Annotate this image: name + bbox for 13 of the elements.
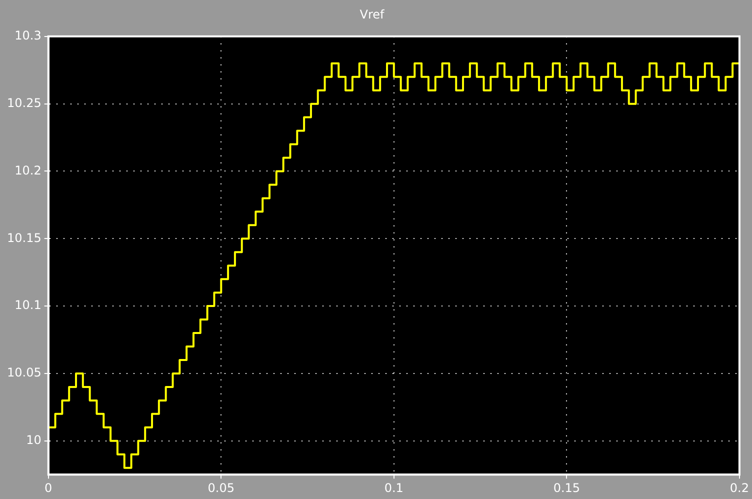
y-tick-label: 10	[26, 433, 42, 448]
y-tick-label: 10.3	[14, 28, 42, 43]
y-tick-label: 10.05	[6, 366, 42, 380]
x-tick-label: 0.2	[730, 480, 750, 495]
x-tick-label: 0.1	[384, 480, 404, 495]
y-tick-label: 10.2	[14, 163, 42, 178]
x-tick-label: 0.05	[208, 480, 234, 495]
y-tick-label: 10.25	[6, 96, 42, 110]
chart-title: Vref	[360, 7, 386, 22]
x-tick-label: 0.15	[553, 480, 580, 495]
y-tick-label: 10.15	[6, 230, 42, 245]
x-tick-label: 0	[44, 480, 52, 495]
y-tick-label: 10.1	[14, 298, 42, 312]
